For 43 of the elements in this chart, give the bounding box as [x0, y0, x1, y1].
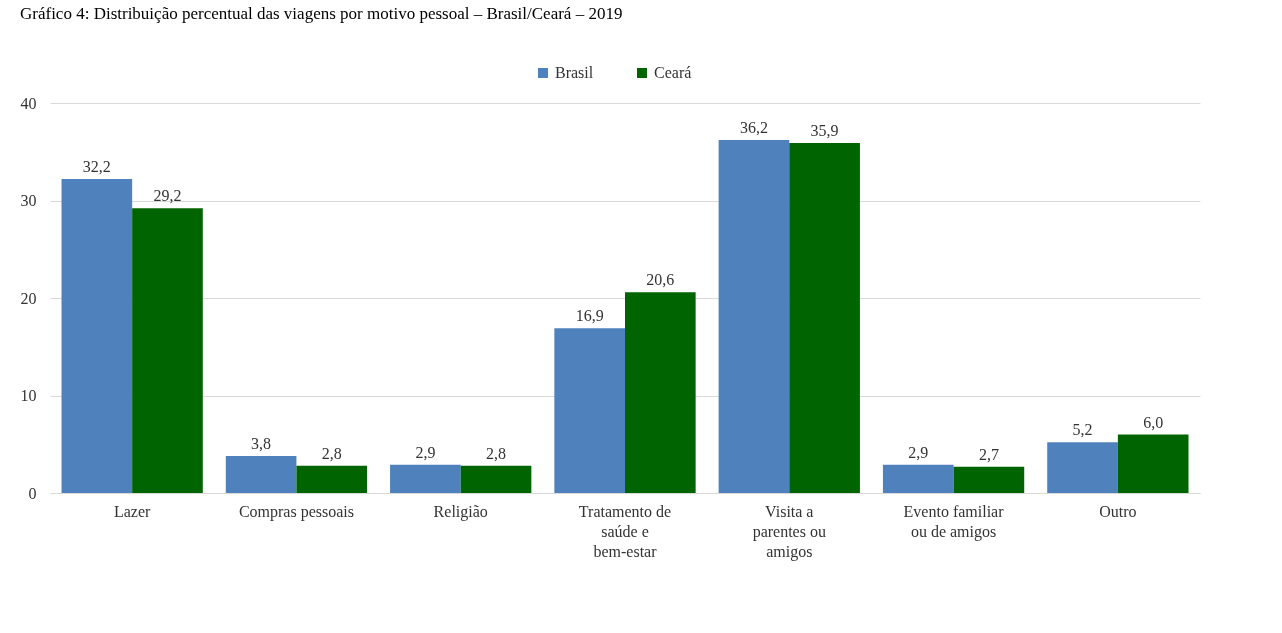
data-label: 32,2 — [82, 158, 111, 176]
x-tick-label: Tratamento de saúde e bem-estar — [578, 502, 672, 560]
bar — [296, 465, 368, 493]
data-label: 3,8 — [251, 434, 272, 452]
data-label: 36,2 — [739, 119, 768, 137]
data-label: 2,9 — [908, 443, 929, 461]
bar — [953, 466, 1025, 493]
bar — [789, 142, 860, 493]
y-tick-label: 20 — [20, 289, 37, 307]
y-tick-label: 40 — [20, 94, 37, 112]
y-tick-label: 0 — [28, 484, 37, 502]
y-tick-label: 30 — [20, 192, 37, 209]
chart-title: Gráfico 4: Distribuição percentual das viagens por motivo pessoal – Brasil/Ceará – 2019 — [20, 4, 623, 23]
data-label: 6,0 — [1143, 413, 1164, 431]
x-tick-label: Outro — [1099, 502, 1137, 520]
bar — [1047, 442, 1118, 493]
x-tick-label: Compras pessoais — [238, 502, 354, 521]
bar — [61, 179, 133, 493]
x-tick-label: Visita a parentes ou amigos — [752, 502, 826, 561]
data-label: 2,8 — [486, 444, 507, 462]
data-label: 5,2 — [1072, 421, 1093, 439]
data-label: 16,9 — [575, 307, 604, 325]
data-label: 29,2 — [153, 187, 182, 205]
bar — [718, 140, 790, 493]
bar — [460, 465, 532, 493]
bar — [554, 328, 625, 493]
data-label: 35,9 — [810, 121, 839, 139]
bar — [132, 208, 203, 493]
data-label: 2,7 — [978, 445, 999, 463]
data-label: 2,9 — [415, 443, 436, 461]
data-label: 2,8 — [321, 444, 342, 462]
data-label: 20,6 — [646, 271, 675, 289]
bar — [625, 292, 696, 493]
legend-label: Ceará — [654, 64, 692, 81]
bar — [390, 464, 461, 493]
bar — [882, 464, 954, 493]
legend-label: Brasil — [555, 64, 594, 81]
bar — [225, 455, 297, 493]
x-tick-label: Evento familiar ou de amigos — [903, 502, 1005, 541]
x-tick-label: Religião — [433, 502, 488, 521]
bar — [1117, 434, 1189, 493]
x-tick-label: Lazer — [113, 502, 152, 520]
y-tick-label: 10 — [20, 387, 37, 404]
